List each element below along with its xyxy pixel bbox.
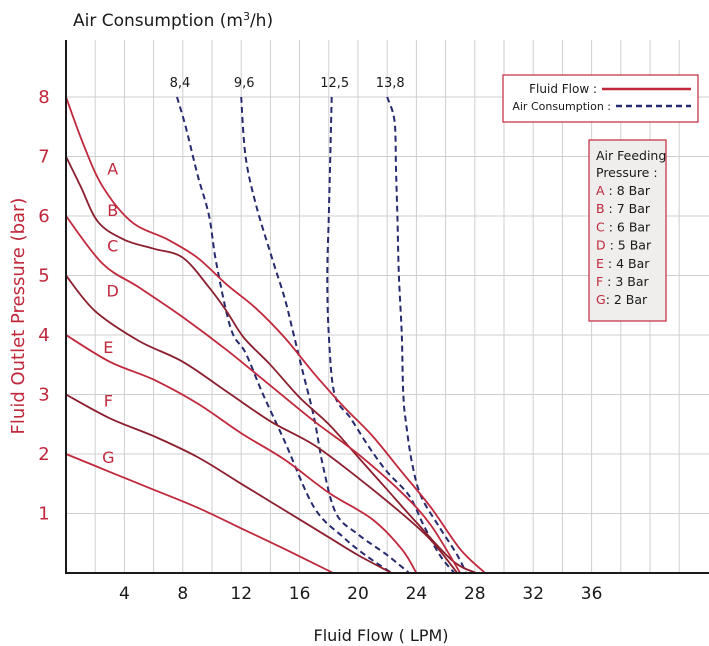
curve-label: F (104, 391, 113, 410)
chart-title: Air Consumption (m3/h) (73, 10, 273, 32)
x-tick-label: 28 (464, 584, 486, 604)
legend-air-consumption-label: Air Consumption : (512, 100, 611, 113)
pressure-item: C : 6 Bar (596, 219, 651, 234)
y-axis-label: Fluid Outlet Pressure (bar) (8, 198, 29, 435)
x-tick-label: 20 (347, 584, 369, 604)
air-tick-label: 12,5 (320, 76, 349, 91)
air-consumption-ticks: 8,4 9,6 12,5 13,8 (170, 76, 405, 91)
x-tick-label: 16 (289, 584, 311, 604)
air-tick-label: 13,8 (376, 76, 405, 91)
x-tick-label: 32 (522, 584, 544, 604)
x-tick-label: 12 (230, 584, 252, 604)
x-tick-label: 8 (177, 584, 188, 604)
pressure-items: A : 8 Bar B : 7 Bar C : 6 Bar D : 5 Bar E : … (596, 183, 652, 307)
pressure-item: D : 5 Bar (596, 238, 652, 253)
legend-box (502, 74, 699, 123)
fluid-flow-line (65, 215, 461, 574)
air-consumption-line (386, 96, 467, 574)
y-tick-label: 2 (38, 444, 49, 465)
pressure-box-bg (588, 139, 667, 322)
pressure-item: G: 2 Bar (596, 292, 648, 307)
legend-fluid-flow-label: Fluid Flow : (529, 82, 597, 96)
fluid-flow-line (65, 334, 418, 574)
x-axis-ticks: 4 8 12 16 20 24 28 32 36 (119, 584, 602, 604)
fluid-flow-line (65, 393, 393, 574)
pressure-box-title-1: Air Feeding (596, 148, 666, 163)
x-axis-label: Fluid Flow ( LPM) (313, 626, 448, 645)
air-tick-label: 9,6 (234, 76, 255, 91)
legend: Fluid Flow : Air Consumption : (502, 74, 699, 123)
pressure-box-title-2: Pressure : (596, 165, 658, 180)
y-tick-label: 4 (38, 325, 49, 346)
curve-labels: A BC D E F G (102, 159, 119, 467)
curve-label: D (107, 281, 119, 300)
pressure-box: Air Feeding Pressure : A : 8 Bar B : 7 Ba… (588, 139, 667, 322)
y-tick-label: 7 (38, 147, 49, 168)
curve-label: C (107, 237, 118, 256)
air-consumption-series (176, 96, 467, 574)
y-tick-label: 3 (38, 385, 49, 406)
fluid-flow-line (65, 96, 486, 574)
x-tick-label: 36 (581, 584, 603, 604)
y-tick-label: 5 (38, 266, 49, 287)
air-tick-label: 8,4 (170, 76, 191, 91)
fluid-flow-line (65, 453, 334, 574)
pressure-item: F : 3 Bar (596, 274, 650, 289)
y-tick-label: 1 (38, 504, 49, 525)
pressure-item: E : 4 Bar (596, 256, 650, 271)
y-axis-ticks: 1 2 3 4 5 6 7 8 (38, 87, 49, 525)
x-tick-label: 24 (406, 584, 428, 604)
curve-label: E (103, 338, 113, 357)
fluid-flow-series (65, 96, 486, 574)
fluid-flow-line (65, 274, 459, 574)
pressure-item: B : 7 Bar (596, 201, 651, 216)
pressure-item: A : 8 Bar (596, 183, 651, 198)
y-tick-label: 8 (38, 87, 49, 108)
curve-label: G (102, 448, 114, 467)
curve-label: A (107, 159, 118, 178)
curve-label: B (107, 201, 118, 220)
air-consumption-line (240, 96, 410, 574)
y-tick-label: 6 (38, 206, 49, 227)
fluid-flow-line (65, 156, 477, 574)
x-tick-label: 4 (119, 584, 130, 604)
